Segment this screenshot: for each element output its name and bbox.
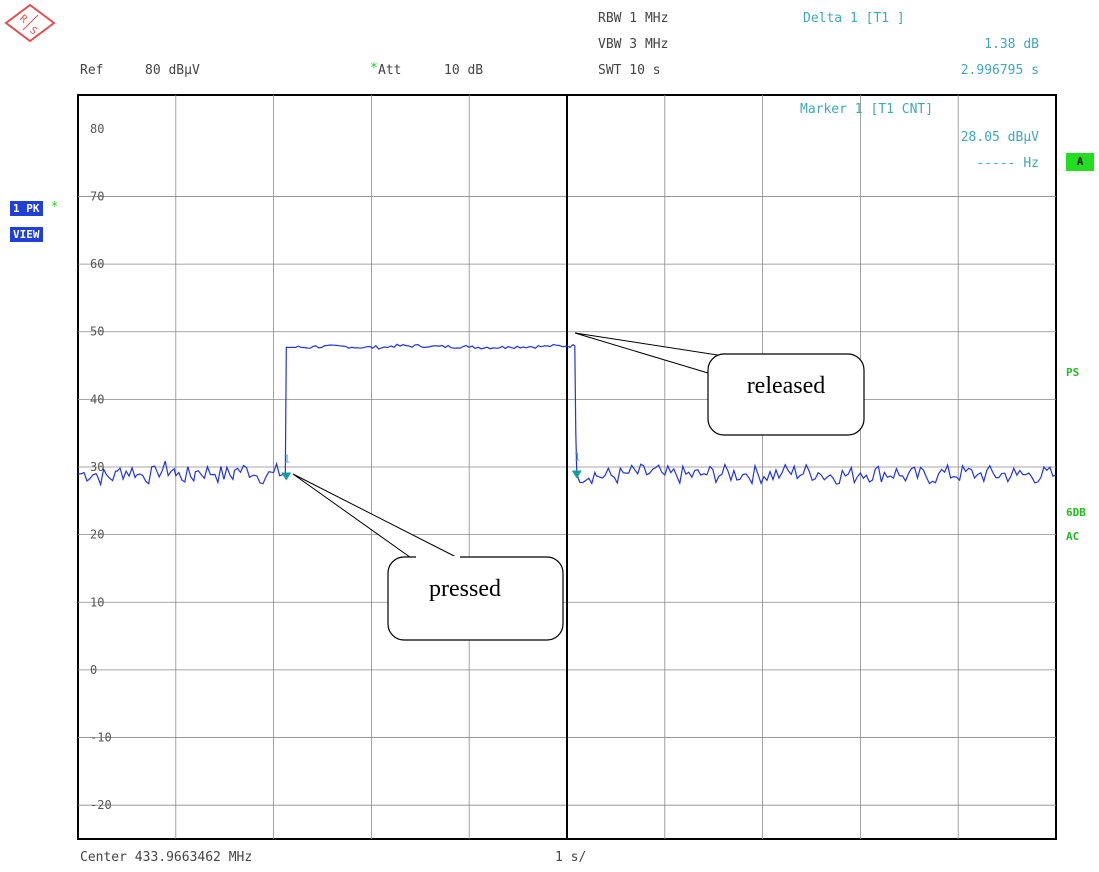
plot-grid (77, 94, 1057, 840)
ref-label: Ref (80, 63, 104, 78)
y-tick-label: 80 (90, 122, 104, 136)
y-tick-label: 0 (90, 663, 97, 677)
delta-level: 1.38 dB (984, 37, 1039, 52)
delta-time: 2.996795 s (960, 63, 1039, 78)
y-tick-label: 60 (90, 257, 104, 271)
marker-symbol (571, 470, 582, 479)
released-label: released (746, 373, 826, 399)
marker-symbol (281, 472, 292, 481)
ac-indicator: AC (1066, 530, 1080, 543)
trace-detector-tag: 1 PK (10, 201, 43, 216)
pressed-callout (292, 473, 564, 641)
ps-indicator: PS (1066, 366, 1080, 379)
att-label: Att (378, 63, 402, 78)
trace-line (77, 343, 1057, 487)
att-star: * (370, 61, 378, 76)
y-tick-label: 50 (90, 325, 104, 339)
svg-text:S: S (27, 25, 39, 37)
y-tick-labels: 80 70 60 50 40 30 20 10 0 -10 -20 (90, 122, 112, 812)
swt-readout: SWT 10 s (598, 63, 661, 78)
y-tick-label: 20 (90, 528, 104, 542)
6db-indicator: 6DB (1066, 506, 1086, 519)
delta-title: Delta 1 [T1 ] (803, 11, 905, 26)
pressed-label: pressed (429, 576, 501, 602)
rbw-readout: RBW 1 MHz (598, 11, 669, 26)
view-tag: VIEW (10, 227, 43, 242)
y-tick-label: 40 (90, 392, 104, 406)
att-value: 10 dB (444, 63, 484, 78)
sweep-per-division: 1 s/ (555, 850, 587, 865)
marker-frequency: ----- Hz (976, 156, 1039, 171)
center-frequency: Center 433.9663462 MHz (80, 850, 253, 865)
trace-a-indicator: A (1066, 153, 1094, 171)
marker-title: Marker 1 [T1 CNT] (800, 102, 934, 117)
y-tick-label: -10 (90, 731, 112, 745)
y-tick-label: 70 (90, 189, 104, 203)
marker-label: 1 (283, 452, 290, 465)
released-callout (574, 332, 865, 436)
marker-level: 28.05 dBµV (960, 130, 1039, 145)
marker-label: 1 (574, 450, 581, 463)
y-tick-label: 10 (90, 595, 104, 609)
vbw-readout: VBW 3 MHz (598, 37, 669, 52)
rohde-schwarz-logo: R S (4, 3, 56, 43)
trace-star: * (51, 199, 59, 213)
y-tick-label: 30 (90, 460, 104, 474)
ref-value: 80 dBµV (145, 63, 200, 78)
y-tick-label: -20 (90, 798, 112, 812)
